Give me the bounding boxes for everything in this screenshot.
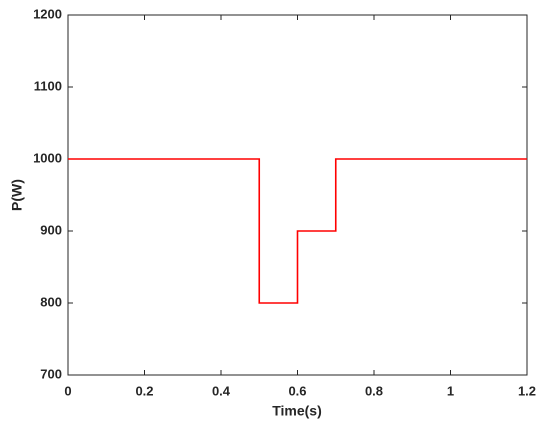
y-tick-label: 800 [40, 294, 62, 309]
y-tick-label: 900 [40, 222, 62, 237]
y-tick-label: 1200 [33, 6, 62, 21]
x-tick-label: 0.4 [212, 383, 231, 398]
x-tick-label: 1.2 [518, 383, 536, 398]
y-tick-label: 1100 [34, 78, 62, 93]
plot-frame [67, 14, 528, 376]
y-tick-label: 700 [40, 366, 62, 381]
y-axis-label: P(W) [9, 179, 25, 211]
x-tick-label: 0.2 [135, 383, 153, 398]
x-axis-label: Time(s) [272, 403, 322, 419]
data-line [68, 158, 527, 304]
x-tick-label: 0 [64, 383, 71, 398]
y-tick-label: 1000 [33, 150, 62, 165]
x-tick-label: 1 [447, 383, 454, 398]
x-tick-label: 0.6 [288, 383, 306, 398]
x-tick-label: 0.8 [365, 383, 383, 398]
